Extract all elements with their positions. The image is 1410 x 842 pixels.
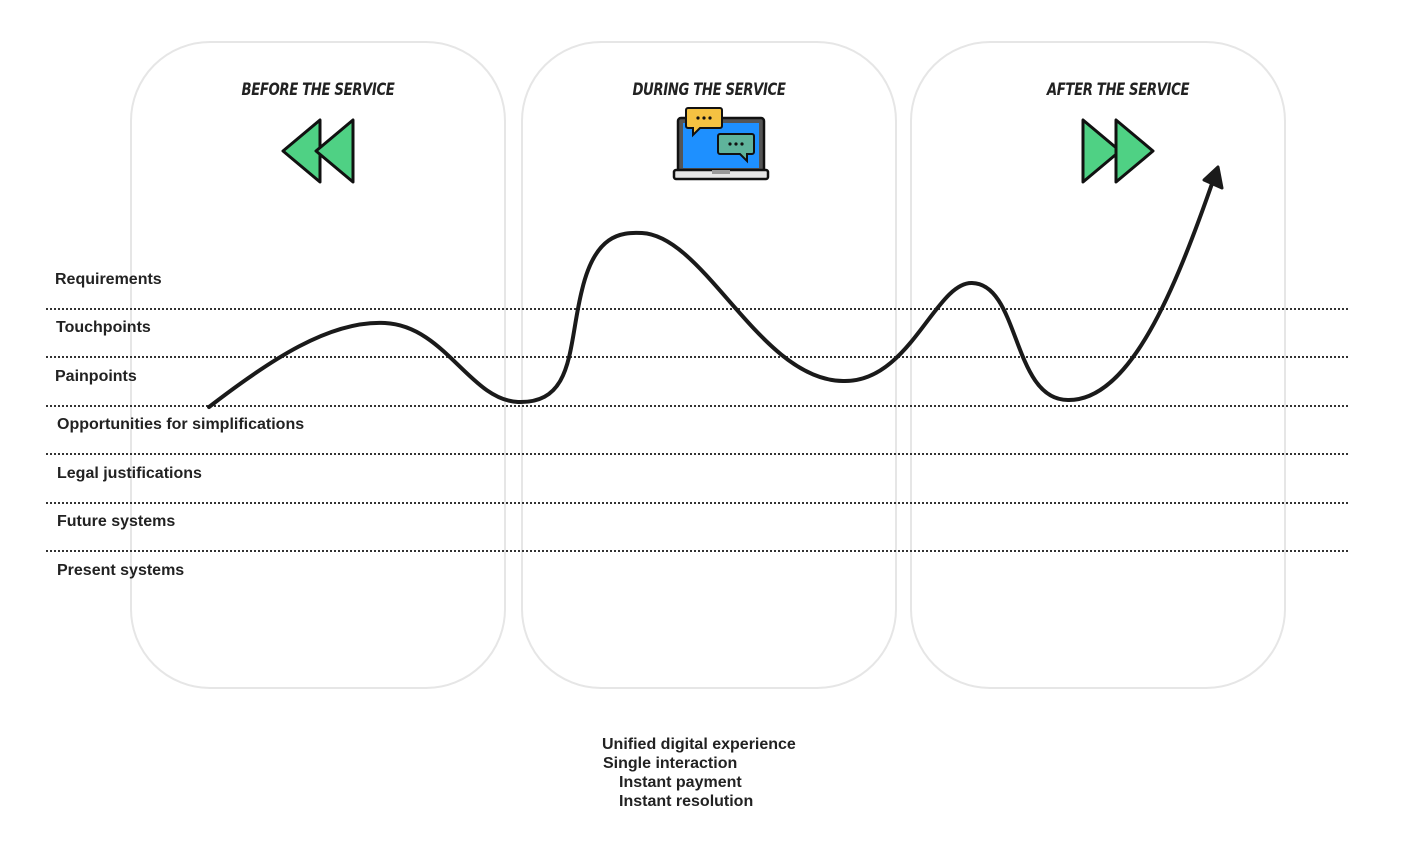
row-divider (46, 453, 1348, 455)
row-label-touchpoints: Touchpoints (56, 319, 151, 336)
phase-title-during: During the service (632, 80, 786, 100)
service-notes: Unified digital experience Single intera… (602, 735, 796, 811)
row-divider (46, 356, 1348, 358)
phase-column-during (521, 41, 897, 689)
row-label-legal-justifications: Legal justifications (57, 465, 202, 482)
row-divider (46, 502, 1348, 504)
laptop-chat-icon (672, 106, 770, 189)
row-label-present-systems: Present systems (57, 562, 185, 579)
rewind-icon (280, 118, 358, 191)
row-label-opportunities: Opportunities for simplifications (57, 416, 305, 433)
note-item: Instant payment (619, 774, 742, 791)
phase-title-after: After the service (1046, 80, 1190, 100)
note-item: Unified digital experience (602, 736, 796, 753)
row-label-painpoints: Painpoints (55, 368, 137, 385)
phase-column-before (130, 41, 506, 689)
phase-title-before: Before the service (241, 80, 395, 100)
note-item: Single interaction (603, 755, 738, 772)
row-divider (46, 308, 1348, 310)
row-divider (46, 550, 1348, 552)
phase-column-after (910, 41, 1286, 689)
row-divider (46, 405, 1348, 407)
row-label-requirements: Requirements (55, 271, 162, 288)
note-item: Instant resolution (619, 793, 754, 810)
fast-forward-icon (1078, 118, 1156, 191)
row-label-future-systems: Future systems (57, 513, 176, 530)
